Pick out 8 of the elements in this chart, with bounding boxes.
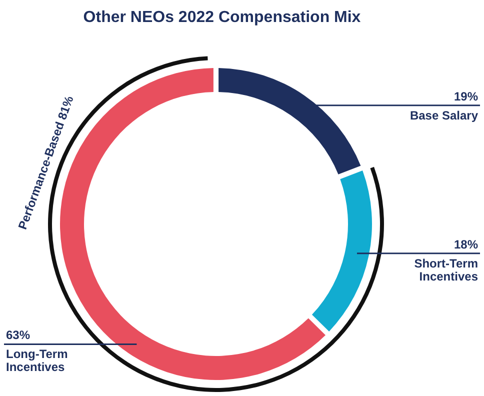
chart-title: Other NEOs 2022 Compensation Mix [83, 9, 361, 26]
slice-label: Long-Term Incentives [6, 347, 68, 374]
donut-slice [312, 170, 372, 332]
slice-label: Short-Term Incentives [414, 256, 478, 284]
slice-label: Base Salary [410, 108, 478, 122]
data-label: 19% [454, 89, 478, 104]
data-label: 63% [6, 328, 30, 342]
data-label: 18% [454, 237, 478, 252]
